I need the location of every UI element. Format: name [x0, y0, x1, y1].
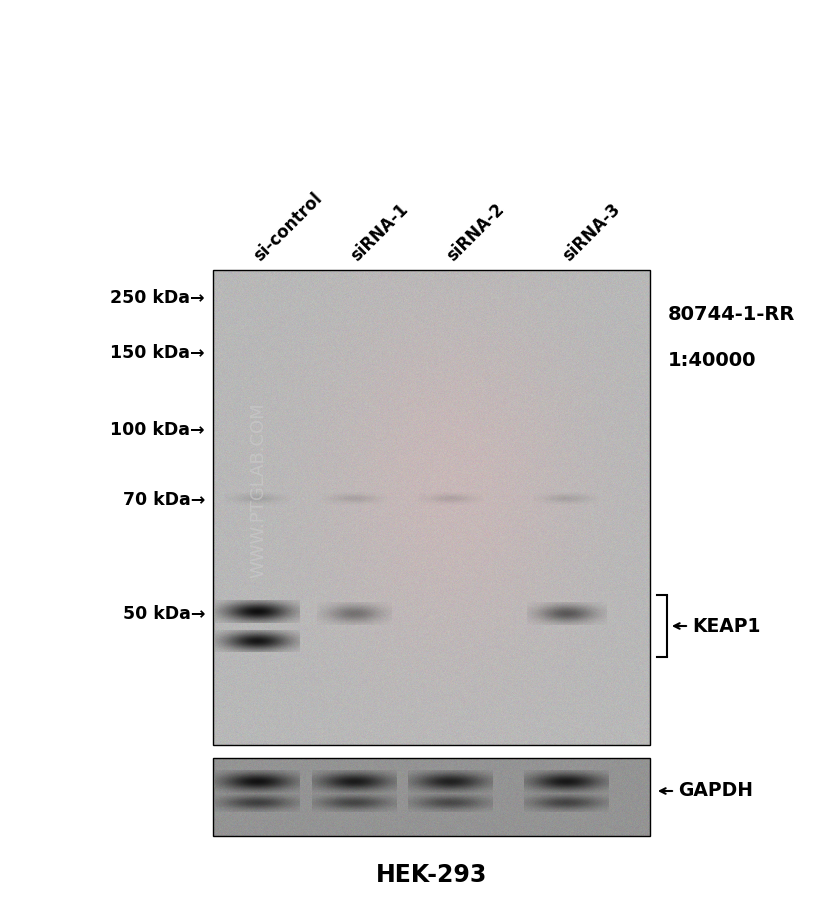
Text: KEAP1: KEAP1: [692, 616, 761, 636]
Text: 150 kDa→: 150 kDa→: [111, 344, 205, 362]
Text: 250 kDa→: 250 kDa→: [111, 289, 205, 307]
Text: si-control: si-control: [250, 189, 326, 265]
Text: HEK-293: HEK-293: [376, 863, 487, 887]
Text: GAPDH: GAPDH: [678, 781, 753, 800]
Bar: [213, 745, 650, 758]
Text: 1:40000: 1:40000: [668, 351, 756, 370]
Text: siRNA-1: siRNA-1: [347, 200, 412, 265]
Text: 50 kDa→: 50 kDa→: [122, 605, 205, 623]
Bar: [213, 270, 650, 745]
Text: 80744-1-RR: 80744-1-RR: [668, 306, 796, 325]
Text: 70 kDa→: 70 kDa→: [122, 491, 205, 509]
Text: siRNA-3: siRNA-3: [559, 200, 624, 265]
Text: siRNA-2: siRNA-2: [443, 200, 508, 265]
Text: 100 kDa→: 100 kDa→: [111, 421, 205, 439]
Bar: [213, 758, 650, 836]
Text: WWW.PTGLAB.COM: WWW.PTGLAB.COM: [249, 402, 267, 578]
